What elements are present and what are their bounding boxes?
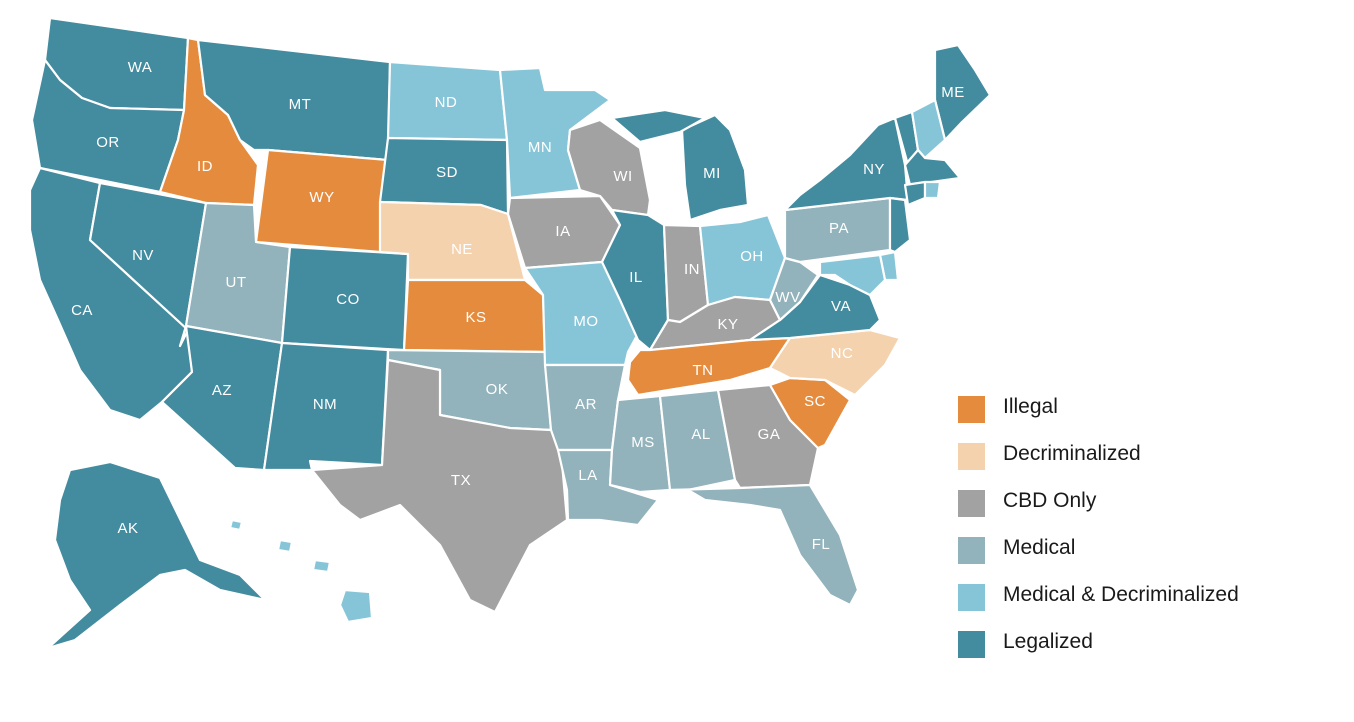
state-label-ny: NY [863,161,885,178]
state-shape-al [658,388,737,492]
state-label-ks: KS [465,309,486,326]
state-label-tx: TX [451,472,471,489]
state-label-me: ME [941,84,965,101]
state-shape-ny [783,116,910,212]
state-label-nc: NC [831,345,854,362]
legend-label-cbd-only: CBD Only [1003,489,1097,512]
legend-label-medical: Medical [1003,536,1076,559]
state-ct [903,180,927,207]
legend-swatch-illegal [958,396,985,423]
state-ma [903,148,962,187]
state-label-ak: AK [117,520,138,537]
state-nc [768,328,902,397]
state-label-la: LA [578,467,597,484]
state-tn [626,336,792,397]
state-label-nm: NM [313,396,337,413]
state-label-or: OR [96,134,120,151]
state-label-ne: NE [451,241,473,258]
state-shape-ri [923,180,942,200]
legend-label-legalized: Legalized [1003,630,1093,653]
state-label-al: AL [691,426,710,443]
state-shape-ma [903,148,962,187]
state-label-ar: AR [575,396,597,413]
state-label-nd: ND [435,94,458,111]
state-label-oh: OH [740,248,764,265]
state-label-pa: PA [829,220,849,237]
state-md [818,253,887,297]
legend-item-decriminalized: Decriminalized [958,434,1338,481]
legend-label-illegal: Illegal [1003,395,1058,418]
legend-swatch-cbd-only [958,490,985,517]
state-label-id: ID [197,158,213,175]
state-shape-il [600,208,670,352]
state-label-ok: OK [486,381,509,398]
legend-item-legalized: Legalized [958,622,1338,669]
state-label-mi: MI [703,165,721,182]
legend-label-medical-decriminalized: Medical & Decriminalized [1003,583,1239,606]
state-shape-mi [680,113,750,222]
state-shape-ak [46,460,267,650]
state-label-sc: SC [804,393,826,410]
state-al [658,388,737,492]
state-label-wv: WV [775,289,800,306]
state-label-ms: MS [631,434,655,451]
state-label-ia: IA [555,223,570,240]
state-label-ga: GA [758,426,781,443]
state-label-va: VA [831,298,851,315]
state-mi [610,108,750,222]
state-label-il: IL [629,269,643,286]
legend-item-medical-decriminalized: Medical & Decriminalized [958,575,1338,622]
state-ny [783,116,910,212]
state-label-wa: WA [128,59,153,76]
state-label-sd: SD [436,164,458,181]
state-shape-hi [338,588,374,624]
state-shape-hi [276,538,294,554]
legend: Illegal Decriminalized CBD Only Medical … [958,387,1338,669]
state-label-co: CO [336,291,360,308]
state-label-mt: MT [289,96,312,113]
state-fl [668,483,860,607]
state-label-ky: KY [717,316,738,333]
state-shape-md [818,253,887,297]
legend-label-decriminalized: Decriminalized [1003,442,1141,465]
state-hi [228,518,374,624]
legend-item-medical: Medical [958,528,1338,575]
state-label-fl: FL [812,536,831,553]
state-label-az: AZ [212,382,232,399]
legend-item-cbd-only: CBD Only [958,481,1338,528]
state-label-in: IN [684,261,700,278]
legend-swatch-legalized [958,631,985,658]
state-shape-hi [228,518,244,532]
state-il [600,208,670,352]
state-shape-tx [310,358,569,614]
state-ak [46,460,267,650]
legend-item-illegal: Illegal [958,387,1338,434]
state-label-ca: CA [71,302,93,319]
state-shape-tn [626,336,792,397]
state-ri [923,180,942,200]
state-label-wy: WY [309,189,334,206]
state-nh [910,98,947,160]
state-shape-hi [311,558,332,574]
legend-swatch-decriminalized [958,443,985,470]
state-shape-nh [910,98,947,160]
state-nj [888,196,912,254]
legend-swatch-medical-decriminalized [958,584,985,611]
state-shape-nc [768,328,902,397]
state-label-mn: MN [528,139,552,156]
state-label-wi: WI [613,168,632,185]
state-label-tn: TN [693,362,714,379]
state-tx [310,358,569,614]
state-shape-fl [668,483,860,607]
state-shape-ct [903,180,927,207]
state-label-nv: NV [132,247,154,264]
state-shape-mi [610,108,707,144]
state-label-ut: UT [226,274,247,291]
legend-swatch-medical [958,537,985,564]
state-label-mo: MO [573,313,598,330]
state-shape-nj [888,196,912,254]
